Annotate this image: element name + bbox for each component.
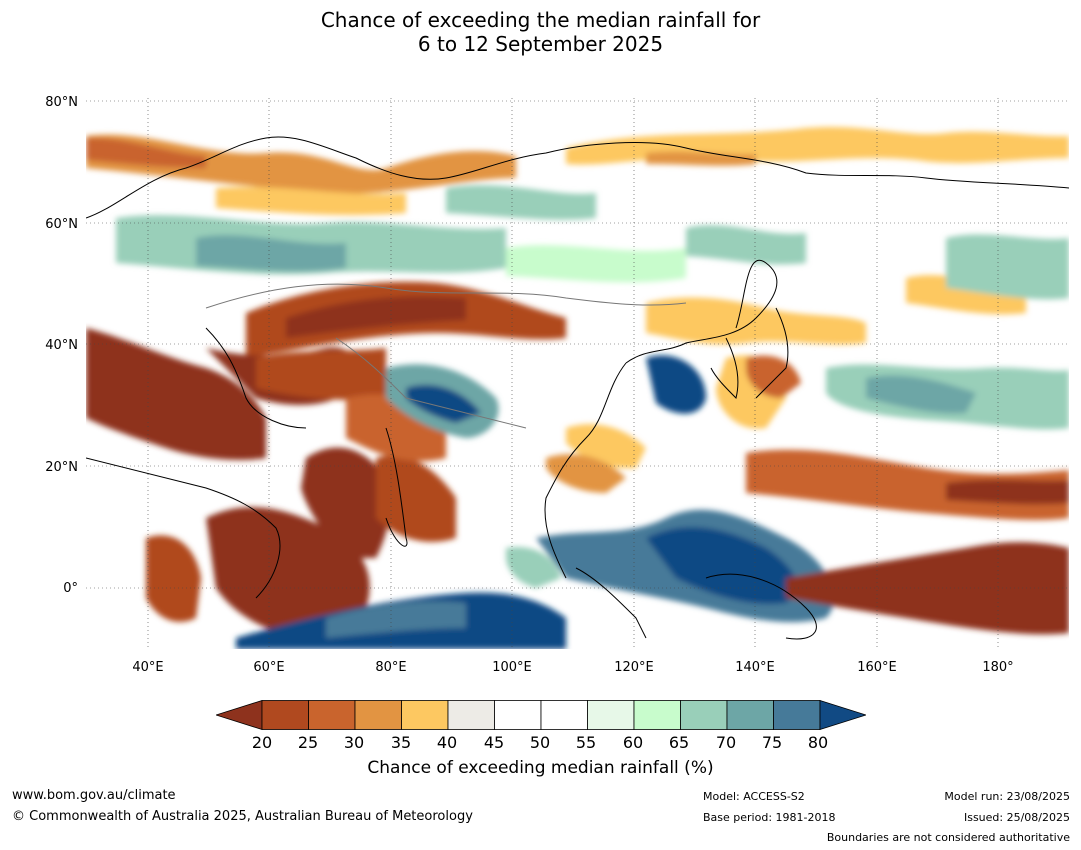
colorbar-extend-low (216, 700, 263, 730)
colorbar-cell (401, 700, 449, 730)
footer-copyright: © Commonwealth of Australia 2025, Austra… (12, 809, 473, 824)
footer-url: www.bom.gov.au/climate (12, 788, 176, 803)
colorbar-cell (773, 700, 821, 730)
colorbar-cell (308, 700, 356, 730)
colorbar-tick: 55 (575, 733, 597, 752)
colorbar-cell (633, 700, 681, 730)
colorbar-cell (726, 700, 774, 730)
lat-label-80n: 80°N (45, 95, 78, 110)
lon-label-120e: 120°E (614, 660, 654, 675)
anomaly-shading (86, 126, 1069, 649)
colorbar-tick: 25 (297, 733, 319, 752)
colorbar-cell (540, 700, 588, 730)
coastlines (86, 136, 1069, 640)
footer-issued: Issued: 25/08/2025 (963, 811, 1070, 824)
colorbar-tick: 20 (251, 733, 273, 752)
title-line-2: 6 to 12 September 2025 (417, 32, 664, 56)
colorbar-tick: 30 (343, 733, 365, 752)
colorbar-cells (216, 700, 866, 730)
colorbar-extend-high (819, 700, 866, 730)
lon-label-160e: 160°E (857, 660, 897, 675)
footer-disclaimer: Boundaries are not considered authoritat… (826, 831, 1070, 844)
colorbar-label: Chance of exceeding median rainfall (%) (367, 758, 714, 778)
colorbar-tick: 40 (436, 733, 458, 752)
colorbar-tick: 70 (715, 733, 737, 752)
colorbar (216, 700, 866, 730)
lon-label-100e: 100°E (492, 660, 532, 675)
colorbar-tick: 50 (529, 733, 551, 752)
lon-label-80e: 80°E (375, 660, 407, 675)
lat-label-0: 0° (63, 581, 78, 596)
colorbar-tick: 80 (807, 733, 829, 752)
colorbar-tick: 75 (761, 733, 783, 752)
colorbar-cell (447, 700, 495, 730)
colorbar-cell (680, 700, 728, 730)
map-svg (86, 98, 1069, 649)
lon-label-40e: 40°E (132, 660, 164, 675)
colorbar-tick: 35 (390, 733, 412, 752)
lon-label-60e: 60°E (253, 660, 285, 675)
colorbar-cell (587, 700, 635, 730)
footer-base-period: Base period: 1981-2018 (703, 811, 836, 824)
colorbar-cell (494, 700, 542, 730)
map-title: Chance of exceeding the median rainfall … (0, 8, 1081, 56)
borders (205, 283, 687, 429)
rainfall-map (86, 98, 1069, 649)
colorbar-tick: 65 (668, 733, 690, 752)
colorbar-tick: 45 (483, 733, 505, 752)
colorbar-cell (354, 700, 402, 730)
lat-label-60n: 60°N (45, 217, 78, 232)
colorbar-cell (261, 700, 309, 730)
title-line-1: Chance of exceeding the median rainfall … (320, 8, 761, 32)
lon-label-140e: 140°E (735, 660, 775, 675)
lon-label-180: 180° (982, 660, 1014, 675)
lat-label-40n: 40°N (45, 338, 78, 353)
lat-label-20n: 20°N (45, 460, 78, 475)
footer-model-run: Model run: 23/08/2025 (944, 790, 1070, 803)
footer-model: Model: ACCESS-S2 (703, 790, 805, 803)
colorbar-tick: 60 (622, 733, 644, 752)
